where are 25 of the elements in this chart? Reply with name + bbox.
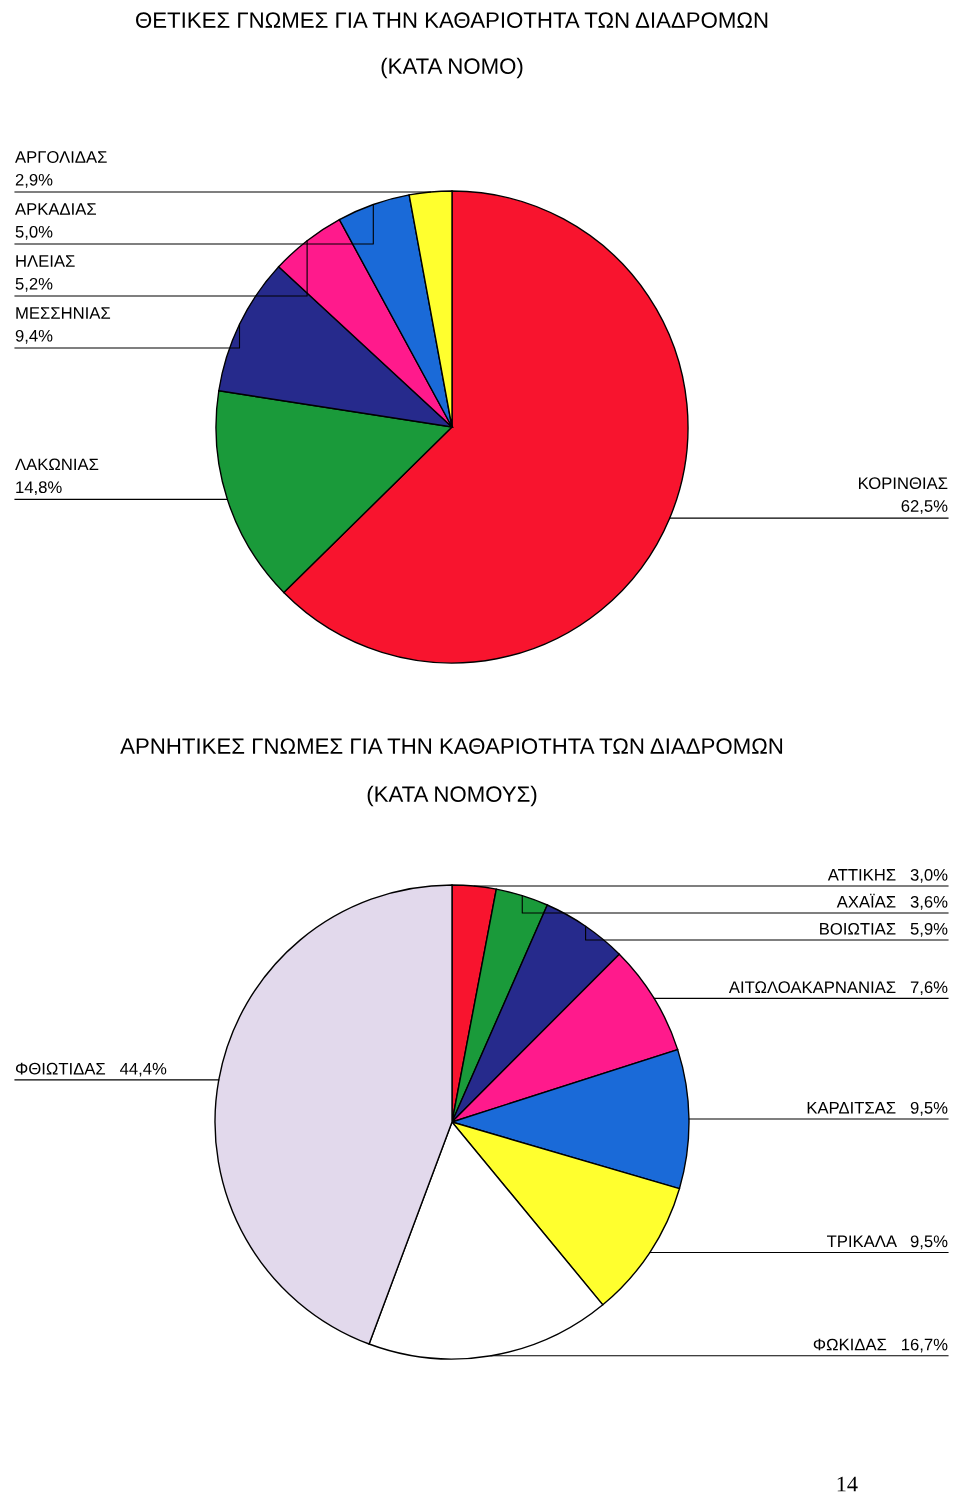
slice-label: ΛΑΚΩΝΙΑΣ	[15, 458, 99, 471]
data-label: 62,5%	[901, 500, 948, 514]
slice-label: ΚΑΡΔΙΤΣΑΣ 9,5%	[807, 1101, 948, 1116]
slice-label: ΑΧΑΪΑΣ 3,6%	[836, 893, 948, 910]
text: 14	[837, 1476, 858, 1492]
chart-title: ΘΕΤΙΚΕΣ ΓΝΩΜΕΣ ΓΙΑ ΤΗΝ ΚΑΘΑΡΙΟΤΗΤΑ ΤΩΝ ΔΙΑΔΡΟΜΩΝ	[136, 12, 768, 28]
data-label: 9,4%	[15, 329, 53, 344]
data-label: 14,8%	[16, 481, 62, 496]
slice-label: ΑΡΓΟΛΙΔΑΣ	[15, 151, 107, 163]
slice-label: ΦΩΚΙΔΑΣ 16,7%	[813, 1338, 948, 1353]
slice-label: ΒΟΙΩΤΙΑΣ 5,9%	[820, 922, 948, 937]
slice-label: ΗΛΕΙΑΣ	[16, 255, 75, 267]
slice-label: ΜΕΣΣΗΝΙΑΣ	[16, 307, 111, 319]
slice-label: ΑΤΤΙΚΗΣ 3,0%	[827, 868, 948, 883]
data-label: 5,0%	[15, 225, 53, 240]
slice-label: ΦΘΙΩΤΙΔΑΣ 44,4%	[15, 1062, 167, 1077]
chart-subtitle: (ΚΑΤΑ ΝΟΜΟΥΣ)	[367, 785, 537, 807]
data-label: 2,9%	[15, 173, 53, 188]
data-label: 5,2%	[15, 277, 53, 292]
chart-subtitle: (ΚΑΤΑ ΝΟΜΟ)	[381, 57, 523, 79]
slice-label: ΑΡΚΑΔΙΑΣ	[15, 203, 96, 215]
slice-label: ΑΙΤΩΛΟΑΚΑΡΝΑΝΙΑΣ 7,6%	[728, 981, 948, 996]
slice-label: ΚΟΡΙΝΘΙΑΣ	[859, 477, 948, 490]
slice-label: ΤΡΙΚΑΛΑ 9,5%	[827, 1235, 948, 1250]
chart-title: ΑΡΝΗΤΙΚΕΣ ΓΝΩΜΕΣ ΓΙΑ ΤΗΝ ΚΑΘΑΡΙΟΤΗΤΑ ΤΩΝ ΔΙΑΔΡΟΜΩΝ	[120, 738, 783, 754]
